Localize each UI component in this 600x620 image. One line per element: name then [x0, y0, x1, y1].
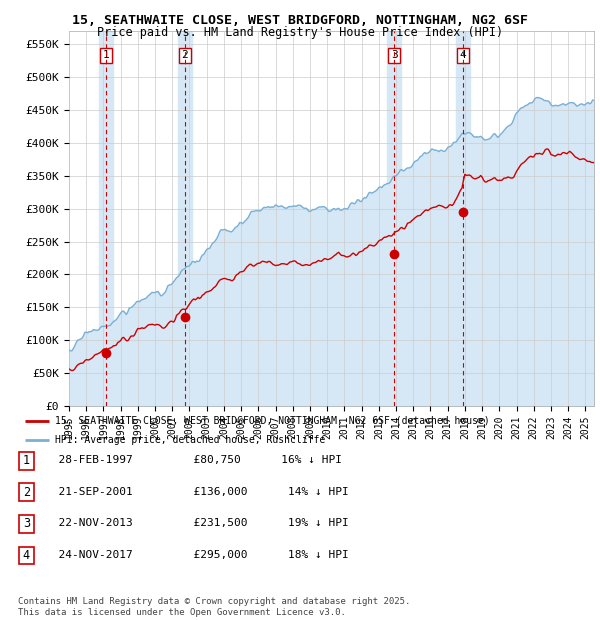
Bar [178, 31, 191, 406]
Text: Contains HM Land Registry data © Crown copyright and database right 2025.
This d: Contains HM Land Registry data © Crown c… [18, 598, 410, 617]
Text: 2: 2 [23, 486, 30, 498]
Bar [456, 31, 470, 406]
Text: Price paid vs. HM Land Registry's House Price Index (HPI): Price paid vs. HM Land Registry's House … [97, 26, 503, 39]
Text: 21-SEP-2001         £136,000      14% ↓ HPI: 21-SEP-2001 £136,000 14% ↓ HPI [45, 487, 349, 497]
Text: 4: 4 [23, 549, 30, 562]
Text: 22-NOV-2013         £231,500      19% ↓ HPI: 22-NOV-2013 £231,500 19% ↓ HPI [45, 518, 349, 528]
Text: 1: 1 [23, 454, 30, 467]
Text: 1: 1 [103, 50, 110, 60]
Text: 24-NOV-2017         £295,000      18% ↓ HPI: 24-NOV-2017 £295,000 18% ↓ HPI [45, 550, 349, 560]
FancyBboxPatch shape [19, 547, 34, 564]
Text: HPI: Average price, detached house, Rushcliffe: HPI: Average price, detached house, Rush… [55, 435, 325, 445]
Text: 28-FEB-1997         £80,750      16% ↓ HPI: 28-FEB-1997 £80,750 16% ↓ HPI [45, 455, 342, 465]
FancyBboxPatch shape [19, 484, 34, 501]
FancyBboxPatch shape [19, 515, 34, 533]
Text: 3: 3 [23, 518, 30, 530]
Bar [99, 31, 113, 406]
Text: 2: 2 [181, 50, 188, 60]
Bar [388, 31, 401, 406]
Text: 15, SEATHWAITE CLOSE, WEST BRIDGFORD, NOTTINGHAM, NG2 6SF: 15, SEATHWAITE CLOSE, WEST BRIDGFORD, NO… [72, 14, 528, 27]
FancyBboxPatch shape [19, 452, 34, 469]
Text: 15, SEATHWAITE CLOSE, WEST BRIDGFORD, NOTTINGHAM, NG2 6SF (detached house): 15, SEATHWAITE CLOSE, WEST BRIDGFORD, NO… [55, 415, 490, 426]
Text: 3: 3 [391, 50, 398, 60]
Text: 4: 4 [460, 50, 467, 60]
